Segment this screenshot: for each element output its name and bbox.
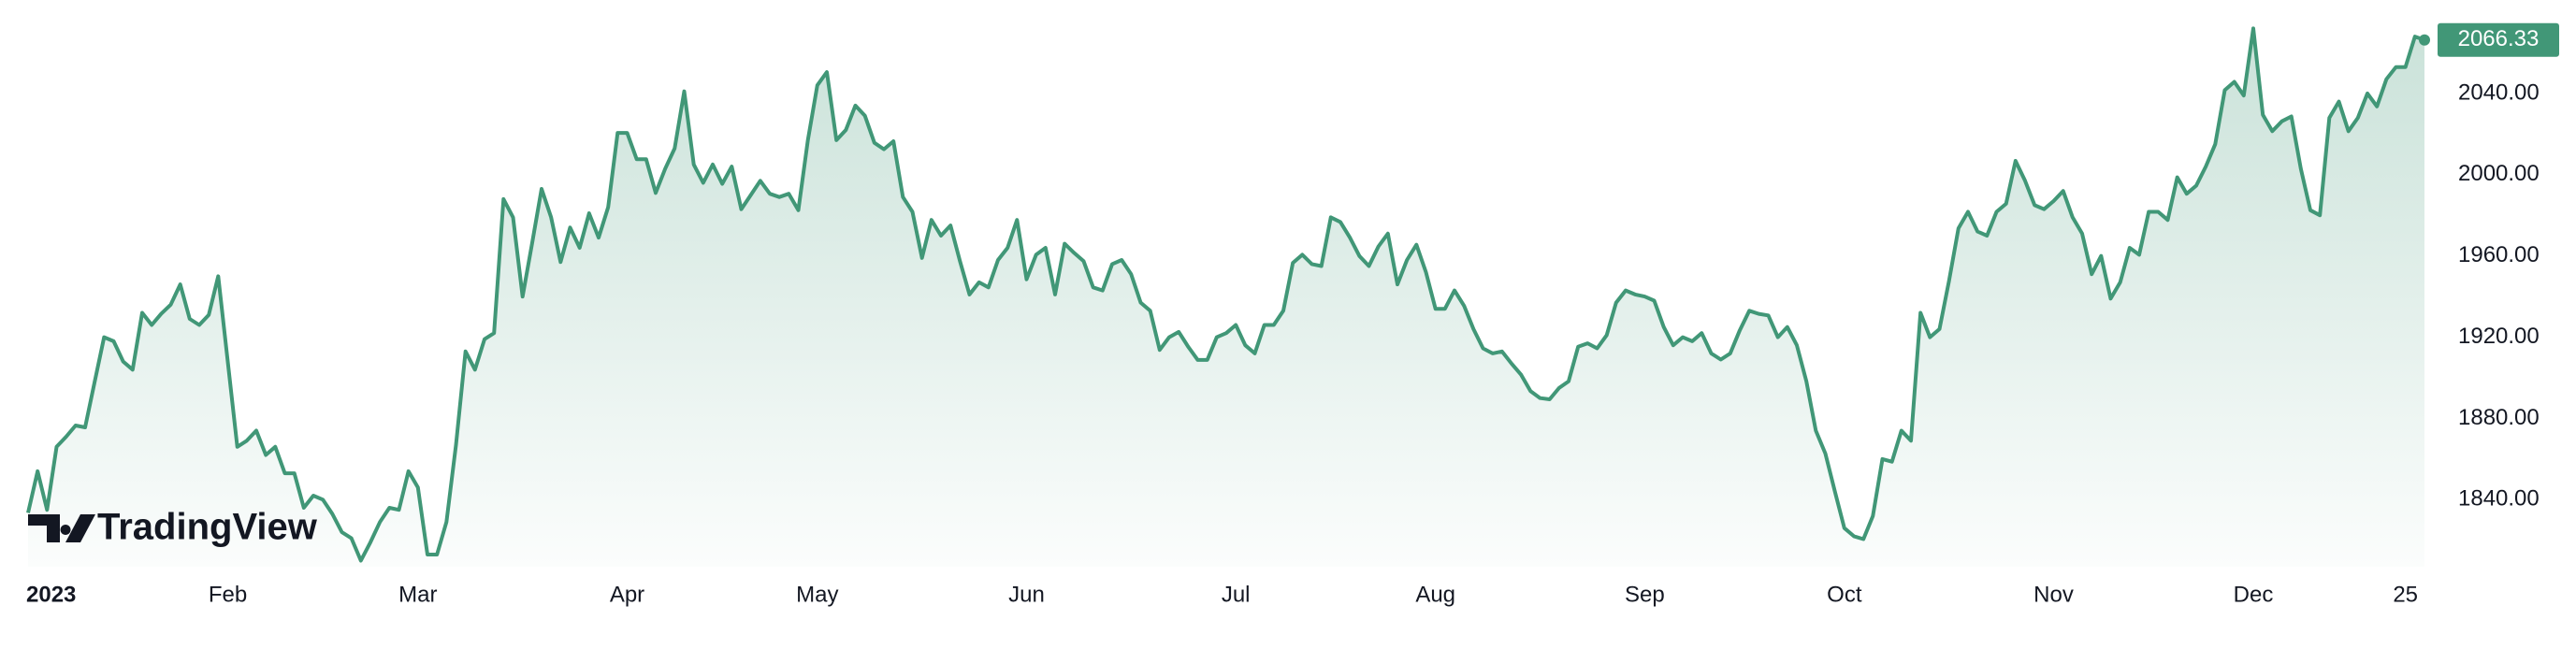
x-tick-label: Jun [1008, 582, 1045, 607]
price-label: 2066.33 [2458, 26, 2540, 51]
logo: TradingView [28, 507, 318, 548]
last-point [2419, 34, 2430, 46]
x-tick-label: Sep [1625, 582, 1665, 607]
y-tick-label: 2000.00 [2458, 161, 2540, 186]
price-box [2438, 22, 2559, 57]
x-tick-label: Jul [1222, 582, 1251, 607]
x-tick-label: Feb [209, 582, 247, 607]
y-tick-label: 1960.00 [2458, 242, 2540, 267]
y-tick-label: 2040.00 [2458, 79, 2540, 105]
x-tick-label: 25 [2393, 582, 2418, 607]
y-tick-label: 1840.00 [2458, 486, 2540, 512]
x-tick-label: Mar [398, 582, 437, 607]
x-tick-label: Nov [2033, 582, 2074, 607]
logo-icon [28, 514, 95, 542]
y-tick-label: 1880.00 [2458, 405, 2540, 430]
line [26, 26, 2425, 563]
x-tick-label: Oct [1827, 582, 1862, 607]
x-tick-label: Apr [610, 582, 644, 607]
y-tick-label: 1920.00 [2458, 324, 2540, 349]
x-tick-label: May [796, 582, 838, 607]
x-tick-label: Dec [2234, 582, 2274, 607]
x-tick-label: 2023 [26, 582, 76, 607]
x-tick-label: Aug [1415, 582, 1455, 607]
area [28, 28, 2424, 567]
watermark: TradingView [97, 507, 318, 548]
